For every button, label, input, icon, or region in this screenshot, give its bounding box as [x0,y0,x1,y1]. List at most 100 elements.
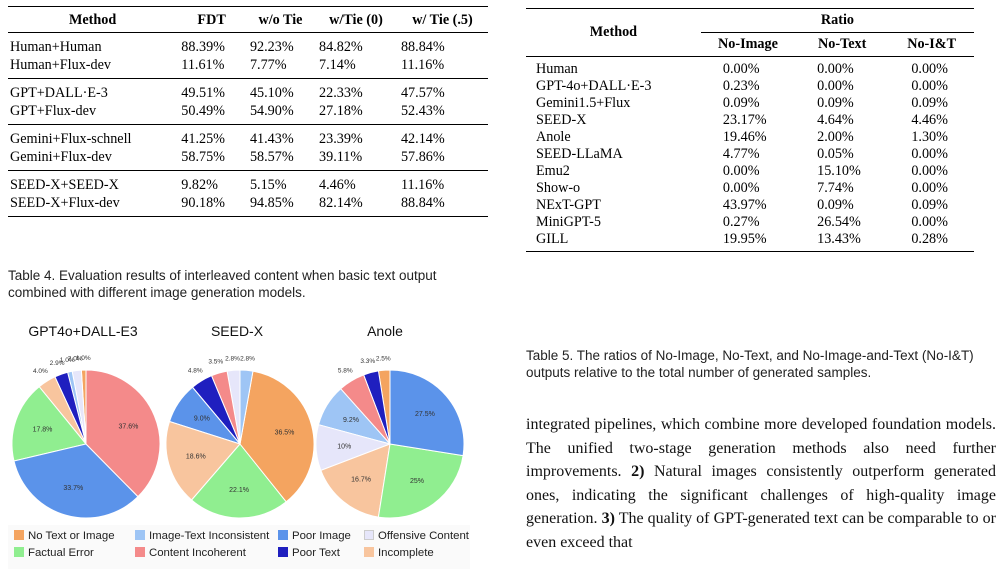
legend-item: No Text or Image [14,530,115,542]
legend-label: Image-Text Inconsistent [149,530,270,542]
table-cell: 7.74% [817,180,854,196]
table-cell: 4.64% [817,112,854,128]
table-cell: 0.00% [911,180,948,196]
pie-slice-label: 9.2% [343,417,359,424]
pie-slice [239,369,254,445]
pie-slice-label: 10% [337,443,351,450]
pie-slice-label: 2.0% [68,356,83,363]
table-cell: 11.16% [400,57,445,73]
table-cell: Human+Human [10,39,102,55]
pie-slice-label: 17.8% [33,426,53,433]
legend-item: Image-Text Inconsistent [135,530,269,542]
table-cell: 7.77% [249,57,287,73]
table-cell: Anole [536,129,571,145]
table-4-header-method: Method [68,12,117,28]
pie-slice-label: 36.5% [275,430,295,437]
table-4-group: Gemini+Flux-schnell 41.25% 41.43% 23.39%… [8,125,488,171]
table-row: SEED-LLaMA 4.77% 0.05% 0.00% [526,146,974,163]
table-4-header-w-tie-0: w/Tie (0) [329,12,383,28]
table-cell: 19.46% [722,129,767,145]
table-cell: 49.51% [181,85,225,101]
table-cell: 0.00% [817,78,854,94]
table-cell: 88.39% [181,39,225,55]
table-cell: 0.09% [911,95,948,111]
body-paragraph: integrated pipelines, which combine more… [526,413,996,554]
legend-label: Content Incoherent [149,547,246,559]
table-cell: SEED-X [536,112,587,128]
legend-item: Offensive Content [364,530,469,542]
pie-title-gpt4o: GPT4o+DALL-E3 [28,323,138,339]
legend-item: Incomplete [364,547,434,559]
table-cell: 92.23% [249,39,294,55]
table-cell: 4.77% [722,146,760,162]
table-row: Gemini+Flux-dev 58.75% 58.57% 39.11% 57.… [8,148,488,171]
table-cell: 27.18% [319,103,363,119]
table-row: GPT+DALL·E-3 49.51% 45.10% 22.33% 47.57% [8,79,488,103]
table-cell: GPT-4o+DALL·E-3 [536,78,652,94]
table-cell: 0.27% [722,214,760,230]
table-cell: 39.11% [319,149,363,165]
table-cell: 84.82% [319,39,363,55]
table-5-subheader-row: No-Image No-Text No-I&T [526,32,974,57]
table-row: Emu2 0.00% 15.10% 0.00% [526,163,974,180]
table-cell: Emu2 [536,163,570,179]
table-cell: 7.14% [319,57,356,73]
table-row: Anole 19.46% 2.00% 1.30% [526,129,974,146]
legend-swatch [14,547,24,557]
table-cell: 0.05% [817,146,854,162]
pie-slice-label: 27.5% [415,411,435,418]
pie-slice [320,443,391,518]
point-number: 3) [601,510,615,527]
legend-label: Incomplete [378,547,434,559]
pie-slice-label: 2.8% [225,355,240,362]
pie-slice-label: 18.6% [186,453,206,460]
body-text: integrated pipelines, which combine more… [526,416,996,480]
legend-swatch [278,530,288,540]
table-cell: 11.16% [400,177,445,193]
table-5-caption: Table 5. The ratios of No-Image, No-Text… [526,348,974,380]
table-cell: SEED-X+SEED-X [10,177,119,193]
table-4-header-w-tie-05: w/ Tie (.5) [412,12,473,28]
legend-label: Poor Text [292,547,340,559]
table-5-body: Human 0.00% 0.00% 0.00% GPT-4o+DALL·E-3 0.23%… [526,57,974,252]
body-text: Natural images consistently outperform g… [526,463,996,527]
table-cell: 57.86% [400,149,445,165]
table-cell: 22.33% [319,85,363,101]
pie-slice-label: 2.8% [240,355,255,362]
table-cell: SEED-LLaMA [536,146,623,162]
table-cell: 54.90% [249,103,294,119]
pie-slice-label: 2.5% [376,355,391,362]
table-cell: 4.46% [911,112,948,128]
pie-slice-label: 9.0% [194,415,210,422]
table-row: SEED-X 23.17% 4.64% 4.46% [526,112,974,129]
table-row: GILL 19.95% 13.43% 0.28% [526,231,974,252]
table-5-header-no-text: No-Text [795,32,890,57]
table-cell: 0.00% [722,61,760,77]
pie-slice [165,420,241,501]
pie-charts-figure: 1.0%2.0%1.0%2.9%4.0%17.8%33.7%37.6%2.8%3… [11,355,465,519]
table-cell: 94.85% [249,195,294,211]
table-cell: 41.43% [249,131,294,147]
table-cell: Gemini+Flux-dev [10,149,112,165]
table-4-header-fdt: FDT [197,12,226,28]
point-number: 2) [631,463,645,480]
table-4-group: Human+Human 88.39% 92.23% 84.82% 88.84% … [8,33,488,79]
table-cell: 0.09% [817,95,854,111]
table-cell: 23.39% [319,131,363,147]
table-4-group: GPT+DALL·E-3 49.51% 45.10% 22.33% 47.57%… [8,79,488,125]
pie-title-anole: Anole [367,323,403,339]
table-cell: 11.61% [181,57,225,73]
table-cell: Gemini+Flux-schnell [10,131,132,147]
table-5-header-no-it: No-I&T [889,32,974,57]
table-cell: 45.10% [249,85,294,101]
table-row: Human+Human 88.39% 92.23% 84.82% 88.84% [8,33,488,57]
table-row: Human+Flux-dev 11.61% 7.77% 7.14% 11.16% [8,56,488,79]
pie-slice-label: 2.9% [50,360,65,367]
table-cell: 0.00% [911,146,948,162]
table-cell: GPT+DALL·E-3 [10,85,108,101]
table-cell: 23.17% [722,112,767,128]
legend-swatch [364,530,374,540]
table-row: SEED-X+Flux-dev 90.18% 94.85% 82.14% 88.… [8,194,488,217]
table-row: NExT-GPT 43.97% 0.09% 0.09% [526,197,974,214]
table-cell: 0.00% [911,61,948,77]
